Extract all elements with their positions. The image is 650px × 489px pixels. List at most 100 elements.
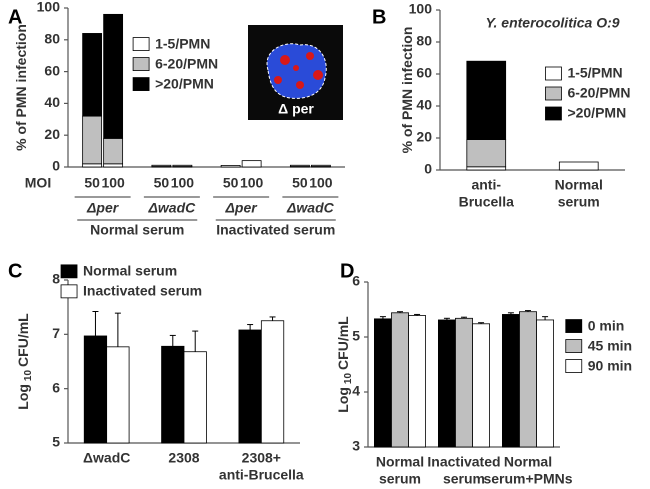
- y-tick-label: 60: [44, 62, 60, 78]
- error-bar: [269, 316, 276, 321]
- bar: [408, 315, 426, 448]
- bar: [519, 311, 537, 448]
- x-tick-label: Normal: [504, 454, 552, 470]
- y-tick-label: 0: [52, 158, 60, 174]
- x-prefix-label: MOI: [25, 175, 51, 191]
- y-tick-label: 3: [352, 438, 360, 454]
- error-bar: [507, 312, 514, 315]
- y-axis-label-text: % of PMN infection: [13, 24, 29, 151]
- legend-swatch: [545, 86, 562, 101]
- bar: [82, 163, 103, 168]
- panel-letter: A: [8, 6, 22, 28]
- inset-label: Δ per: [278, 101, 314, 117]
- panel-letter: B: [372, 6, 386, 28]
- legend-label: 6-20/PMN: [567, 85, 630, 101]
- x-tick-label: 100: [309, 175, 333, 191]
- bacterium: [280, 55, 290, 65]
- y-axis-label-text: % of PMN infection: [399, 27, 415, 154]
- bar: [82, 33, 103, 117]
- y-axis-label: Log 10 CFU/mL: [15, 313, 34, 410]
- legend-swatch: [132, 77, 150, 91]
- x-tick-label: 50: [84, 175, 100, 191]
- y-tick-label: 40: [44, 94, 60, 110]
- x-tick-label: 100: [101, 175, 125, 191]
- legend-swatch: [545, 66, 562, 81]
- error-bar: [92, 311, 99, 336]
- y-tick-label: 80: [44, 31, 60, 47]
- y-tick-label: 4: [352, 383, 360, 399]
- bar: [466, 60, 507, 141]
- x-tick-label: 2308+: [242, 450, 281, 466]
- x-tick-label: Normal: [555, 177, 603, 193]
- error-bar: [379, 316, 386, 319]
- error-bar: [247, 324, 254, 330]
- group-label: ΔwadC: [148, 200, 197, 216]
- y-tick-label: 60: [416, 65, 432, 81]
- bar: [391, 312, 409, 448]
- bar: [151, 164, 172, 167]
- y-axis-label: % of PMN infection: [13, 24, 29, 151]
- bar: [310, 164, 331, 167]
- error-bar: [542, 316, 549, 320]
- y-axis-label-sub: 10: [343, 373, 354, 385]
- supergroup-label: Inactivated serum: [216, 222, 335, 238]
- error-bar: [192, 330, 199, 352]
- error-bar: [169, 334, 176, 347]
- bar: [161, 345, 185, 444]
- legend-swatch: [132, 57, 150, 71]
- x-tick-label: serum: [379, 471, 421, 487]
- bar: [536, 319, 554, 448]
- legend-label: 45 min: [588, 337, 632, 353]
- legend-swatch: [60, 264, 78, 279]
- y-tick-label: 100: [37, 0, 61, 15]
- legend-label: >20/PMN: [567, 105, 626, 121]
- bar: [172, 164, 193, 167]
- bar: [373, 318, 392, 448]
- error-bar: [443, 317, 450, 320]
- error-bar: [478, 322, 485, 324]
- x-tick-label: Normal: [376, 454, 424, 470]
- x-tick-label: 100: [171, 175, 195, 191]
- legend-label: 1-5/PMN: [155, 35, 210, 51]
- bar: [238, 329, 262, 444]
- group-label: Δper: [86, 200, 120, 216]
- legend-label: 6-20/PMN: [155, 55, 218, 71]
- chart-title: Y. enterocolitica O:9: [485, 15, 619, 31]
- legend-swatch: [565, 359, 583, 373]
- error-bar: [525, 310, 531, 312]
- y-tick-label: 80: [416, 33, 432, 49]
- bacterium: [306, 52, 314, 60]
- bar: [183, 351, 207, 444]
- y-tick-label: 40: [416, 97, 432, 113]
- error-bar: [461, 316, 467, 319]
- y-tick-label: 6: [352, 273, 360, 289]
- bar: [472, 323, 490, 448]
- legend-swatch: [60, 284, 78, 299]
- bacterium: [274, 76, 282, 84]
- y-axis-label: % of PMN infection: [399, 27, 415, 154]
- legend-swatch: [565, 319, 583, 333]
- x-tick-label: Brucella: [459, 194, 514, 210]
- error-bar: [414, 313, 421, 316]
- y-tick-label: 7: [52, 325, 60, 341]
- legend-label: 0 min: [588, 317, 625, 333]
- bacterium: [293, 65, 299, 71]
- group-label: ΔwadC: [286, 200, 335, 216]
- bar: [103, 13, 124, 139]
- bar: [260, 320, 285, 444]
- panel-letter: C: [8, 260, 22, 282]
- y-axis-label-text: Log: [15, 384, 31, 410]
- x-tick-label: ΔwadC: [83, 450, 130, 466]
- y-tick-label: 0: [424, 161, 432, 177]
- group-label: Δper: [225, 200, 259, 216]
- y-axis-label-text: Log: [335, 387, 351, 413]
- x-tick-label: 100: [240, 175, 264, 191]
- y-tick-label: 20: [416, 129, 432, 145]
- legend-swatch: [132, 37, 150, 51]
- legend-label: >20/PMN: [155, 75, 214, 91]
- x-tick-label: 2308: [168, 450, 199, 466]
- bar: [220, 165, 241, 168]
- bar: [103, 163, 124, 168]
- y-axis-label-unit: CFU/mL: [15, 313, 31, 367]
- bar: [83, 335, 108, 444]
